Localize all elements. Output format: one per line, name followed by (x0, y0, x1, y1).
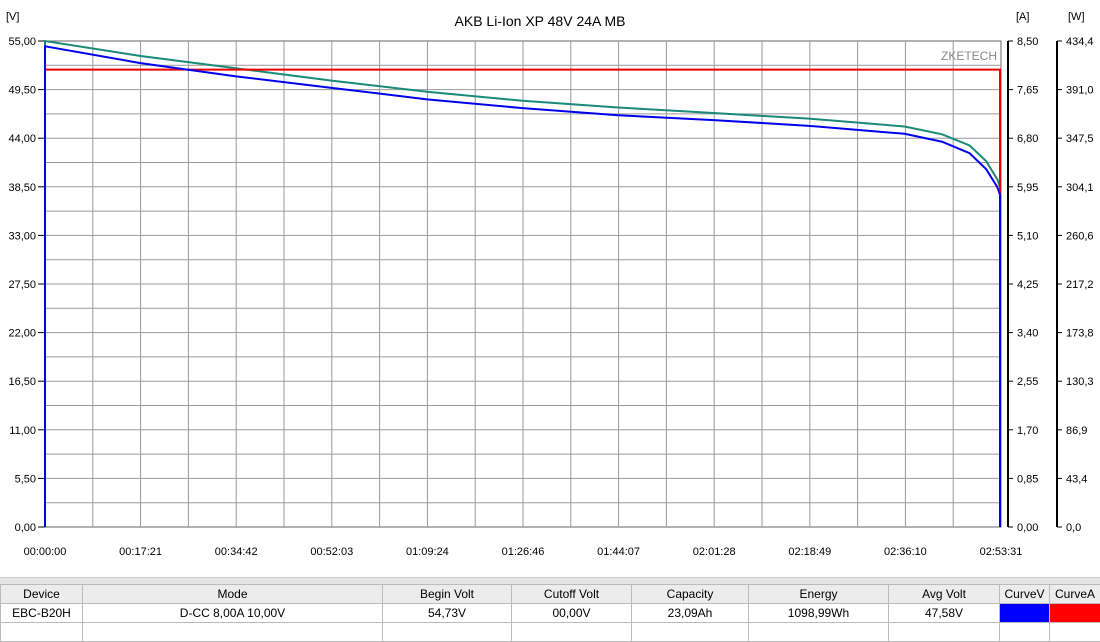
watermark: ZKETECH (941, 49, 997, 63)
left-tick-label: 11,00 (9, 425, 36, 437)
empty-cell (1050, 623, 1100, 642)
column-header[interactable]: Energy (749, 585, 889, 604)
left-tick-label: 44,00 (8, 133, 36, 145)
column-header[interactable]: CurveV (1000, 585, 1050, 604)
column-header[interactable]: Cutoff Volt (512, 585, 632, 604)
x-tick-label: 02:36:10 (884, 546, 927, 558)
empty-cell (83, 623, 383, 642)
right-axis-2-unit: [W] (1068, 11, 1085, 23)
x-tick-label: 00:17:21 (119, 546, 162, 558)
x-tick-label: 01:44:07 (597, 546, 640, 558)
right-2-tick-label: 217,2 (1066, 279, 1094, 291)
table-cell: 1098,99Wh (749, 604, 889, 623)
right-axis-1-unit: [A] (1016, 11, 1029, 23)
x-tick-label: 00:52:03 (310, 546, 353, 558)
left-axis-unit: [V] (6, 11, 19, 23)
left-tick-label: 0,00 (15, 522, 36, 534)
x-tick-label: 01:09:24 (406, 546, 449, 558)
column-header[interactable]: Capacity (632, 585, 749, 604)
right-2-tick-label: 391,0 (1066, 85, 1094, 97)
right-2-tick-label: 260,6 (1066, 230, 1094, 242)
table-cell: EBC-B20H (1, 604, 83, 623)
right-1-tick-label: 5,10 (1017, 230, 1038, 242)
empty-cell (383, 623, 512, 642)
right-2-tick-label: 304,1 (1066, 182, 1094, 194)
table-cell: D-CC 8,00A 10,00V (83, 604, 383, 623)
left-tick-label: 49,50 (8, 85, 36, 97)
x-tick-label: 00:34:42 (215, 546, 258, 558)
empty-cell (1, 623, 83, 642)
right-1-tick-label: 0,85 (1017, 473, 1038, 485)
x-tick-label: 01:26:46 (502, 546, 545, 558)
right-2-tick-label: 86,9 (1066, 425, 1087, 437)
column-header[interactable]: Mode (83, 585, 383, 604)
right-2-tick-label: 347,5 (1066, 133, 1094, 145)
column-header[interactable]: Begin Volt (383, 585, 512, 604)
x-tick-label: 02:01:28 (693, 546, 736, 558)
discharge-chart: AKB Li-Ion XP 48V 24A MB [V] [A] [W] 0,0… (0, 0, 1100, 577)
table-cell: 00,00V (512, 604, 632, 623)
column-header[interactable]: Avg Volt (889, 585, 1000, 604)
x-tick-label: 02:18:49 (788, 546, 831, 558)
x-tick-label: 02:53:31 (980, 546, 1023, 558)
left-tick-label: 33,00 (8, 230, 36, 242)
table-cell: 47,58V (889, 604, 1000, 623)
empty-cell (632, 623, 749, 642)
curve-v-swatch[interactable] (1000, 604, 1050, 623)
table-cell: 54,73V (383, 604, 512, 623)
left-tick-label: 55,00 (8, 36, 36, 48)
right-2-tick-label: 0,0 (1066, 522, 1081, 534)
left-tick-label: 27,50 (8, 279, 36, 291)
left-tick-label: 5,50 (15, 473, 36, 485)
right-2-tick-label: 173,8 (1066, 328, 1094, 340)
right-1-tick-label: 6,80 (1017, 133, 1038, 145)
empty-cell (889, 623, 1000, 642)
right-1-tick-label: 2,55 (1017, 376, 1038, 388)
empty-cell (749, 623, 889, 642)
right-1-tick-label: 1,70 (1017, 425, 1038, 437)
column-header[interactable]: Device (1, 585, 83, 604)
right-1-tick-label: 4,25 (1017, 279, 1038, 291)
left-tick-label: 16,50 (8, 376, 36, 388)
column-header[interactable]: CurveA (1050, 585, 1100, 604)
right-1-tick-label: 3,40 (1017, 328, 1038, 340)
curve-a-swatch[interactable] (1050, 604, 1100, 623)
right-1-tick-label: 5,95 (1017, 182, 1038, 194)
empty-cell (512, 623, 632, 642)
table-cell: 23,09Ah (632, 604, 749, 623)
right-2-tick-label: 130,3 (1066, 376, 1094, 388)
right-1-tick-label: 7,65 (1017, 85, 1038, 97)
right-1-tick-label: 0,00 (1017, 522, 1038, 534)
empty-cell (1000, 623, 1050, 642)
x-tick-label: 00:00:00 (24, 546, 67, 558)
left-tick-label: 22,00 (8, 328, 36, 340)
chart-title: AKB Li-Ion XP 48V 24A MB (455, 13, 626, 29)
right-1-tick-label: 8,50 (1017, 36, 1038, 48)
left-tick-label: 38,50 (8, 182, 36, 194)
right-2-tick-label: 43,4 (1066, 473, 1087, 485)
right-2-tick-label: 434,4 (1066, 36, 1094, 48)
